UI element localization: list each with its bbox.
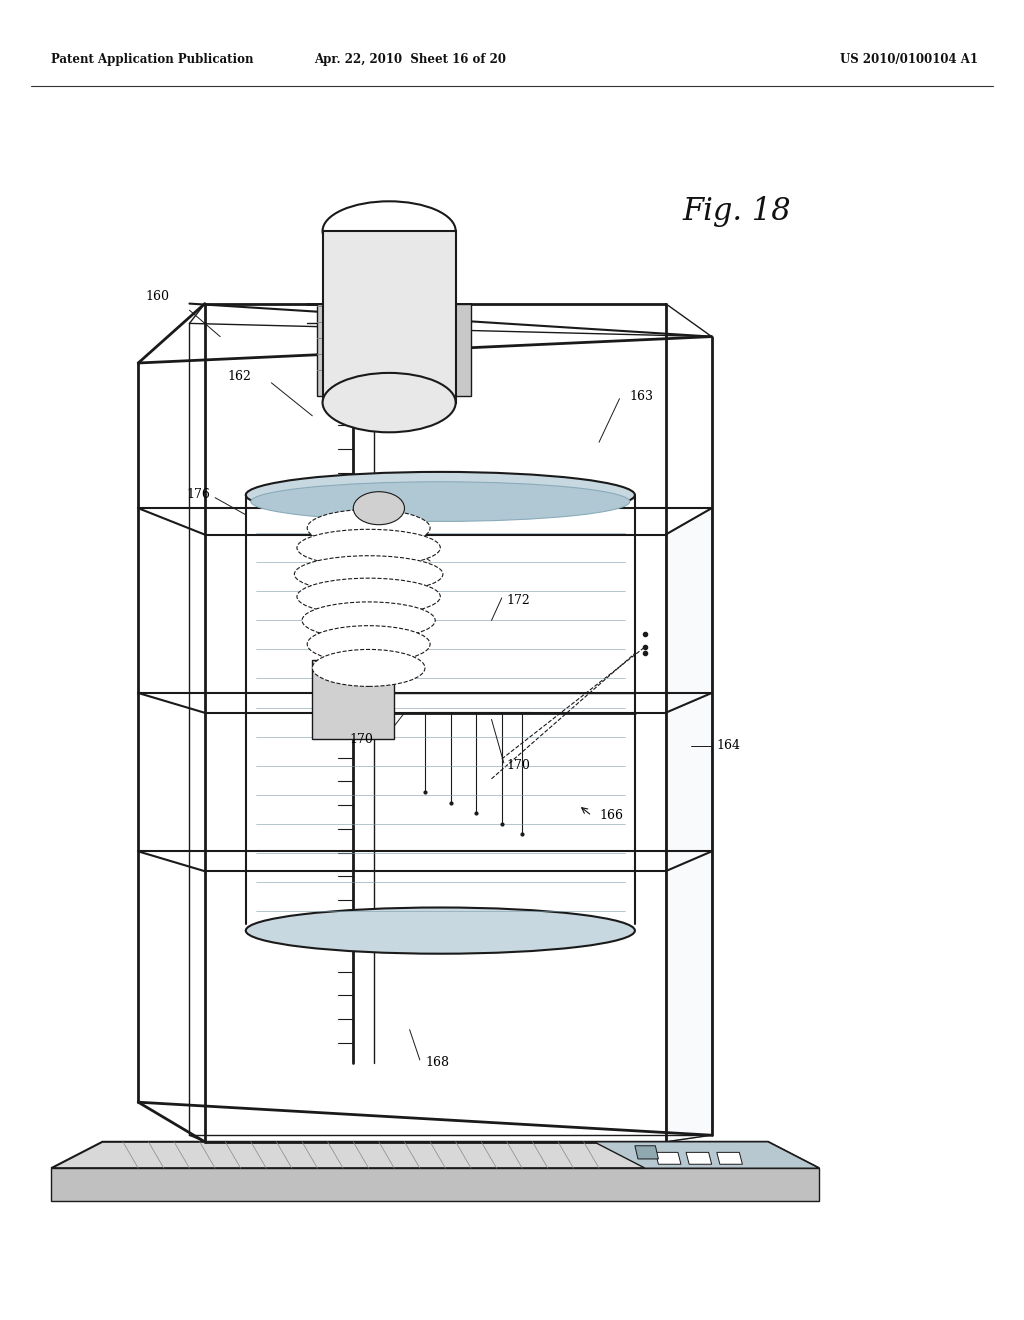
Ellipse shape	[312, 649, 425, 686]
Polygon shape	[51, 1168, 819, 1201]
Text: Apr. 22, 2010  Sheet 16 of 20: Apr. 22, 2010 Sheet 16 of 20	[313, 53, 506, 66]
Ellipse shape	[302, 602, 435, 639]
Ellipse shape	[246, 908, 635, 953]
Text: 168: 168	[425, 1056, 449, 1069]
Ellipse shape	[353, 492, 404, 525]
Text: 172: 172	[360, 528, 384, 541]
Ellipse shape	[323, 372, 456, 433]
Text: Fig. 18: Fig. 18	[683, 195, 792, 227]
Polygon shape	[635, 1146, 658, 1159]
Text: 163: 163	[630, 389, 653, 403]
Text: 170: 170	[350, 733, 374, 746]
Polygon shape	[323, 231, 456, 403]
Ellipse shape	[307, 510, 430, 546]
Ellipse shape	[297, 529, 440, 566]
Text: Patent Application Publication: Patent Application Publication	[51, 53, 254, 66]
Polygon shape	[717, 1152, 742, 1164]
Text: 164: 164	[717, 739, 740, 752]
Ellipse shape	[251, 482, 630, 521]
Ellipse shape	[307, 626, 430, 663]
Polygon shape	[317, 304, 471, 396]
Polygon shape	[655, 1152, 681, 1164]
Text: 172: 172	[507, 594, 530, 607]
Text: US 2010/0100104 A1: US 2010/0100104 A1	[840, 53, 978, 66]
Polygon shape	[666, 508, 712, 1142]
Text: 162: 162	[227, 370, 251, 383]
Polygon shape	[51, 1142, 819, 1168]
Ellipse shape	[297, 578, 440, 615]
Polygon shape	[594, 1142, 819, 1168]
Polygon shape	[312, 660, 394, 739]
Text: 170: 170	[507, 759, 530, 772]
Text: 166: 166	[599, 809, 623, 822]
Text: 160: 160	[145, 290, 169, 304]
Polygon shape	[686, 1152, 712, 1164]
Ellipse shape	[246, 471, 635, 519]
Text: 176: 176	[186, 488, 210, 502]
Ellipse shape	[295, 556, 442, 593]
Ellipse shape	[323, 201, 456, 261]
